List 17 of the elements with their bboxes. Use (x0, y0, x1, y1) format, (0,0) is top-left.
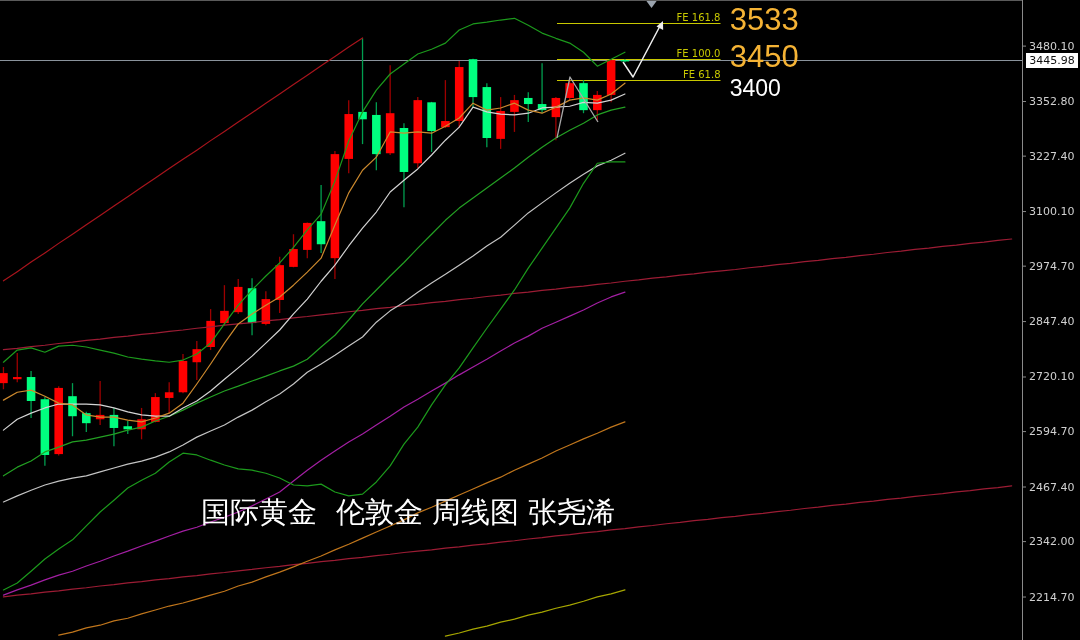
annotation: 3533 (729, 2, 799, 38)
ref-line-label: FE 61.8 (682, 68, 721, 80)
y-tick-label: 2974.70 (1029, 259, 1075, 273)
y-tick-label: 2594.70 (1029, 425, 1075, 439)
annotation: 3400 (729, 75, 781, 102)
y-tick-label: 2720.10 (1029, 370, 1075, 384)
y-tick-label: 3480.10 (1029, 39, 1075, 53)
y-tick-label: 3445.98 (1029, 54, 1075, 67)
y-tick-label: 3100.10 (1029, 205, 1075, 219)
ref-line-label: FE 100.0 (676, 47, 721, 59)
ref-line-label: FE 161.8 (676, 11, 721, 23)
y-tick-label: 2467.40 (1029, 480, 1075, 494)
y-tick-label: 3227.40 (1029, 149, 1075, 163)
y-tick-label: 2214.70 (1029, 590, 1075, 604)
y-tick-label: 2847.40 (1029, 315, 1075, 329)
y-tick-label: 3352.80 (1029, 95, 1075, 109)
y-tick-label: 2342.00 (1029, 535, 1075, 549)
